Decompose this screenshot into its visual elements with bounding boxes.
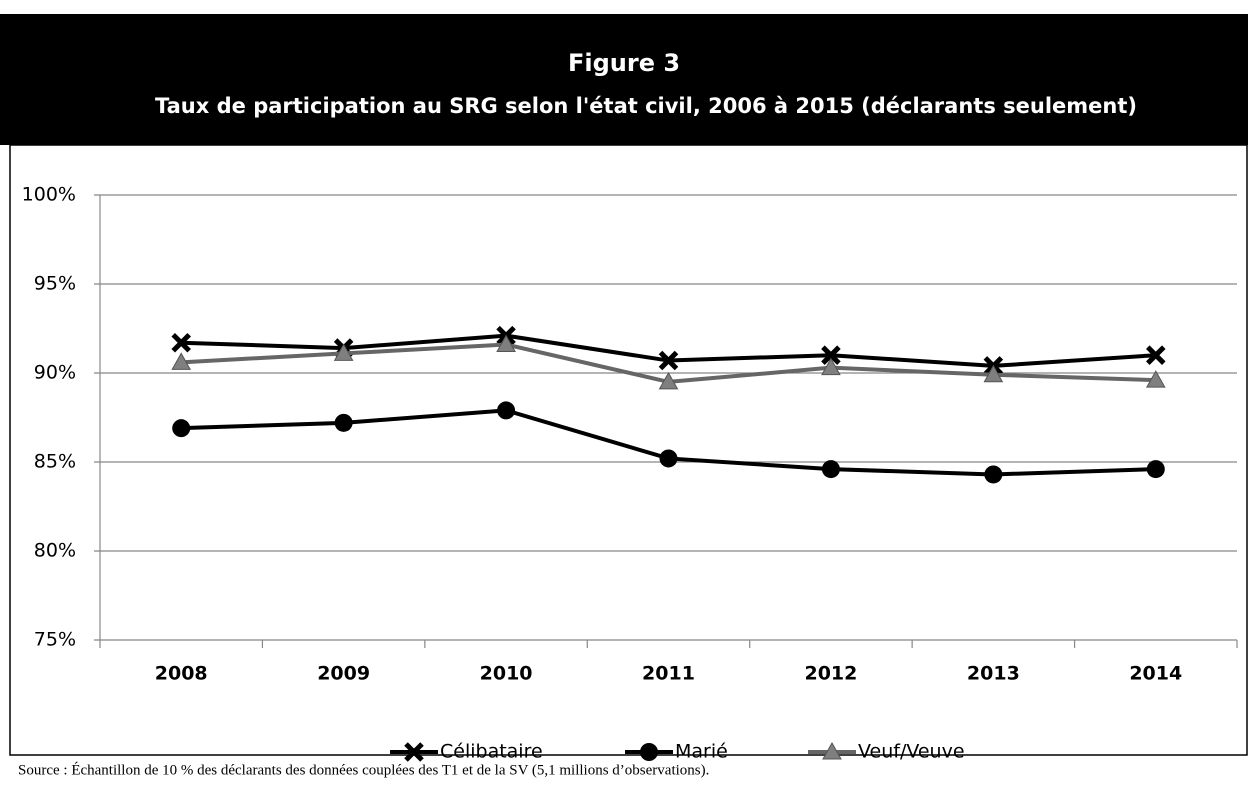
marker: [821, 460, 840, 479]
marker: [658, 371, 679, 390]
legend-label: Veuf/Veuve: [858, 741, 965, 763]
marker: [659, 449, 678, 468]
x-tick-label: 2013: [967, 663, 1020, 685]
marker: [496, 334, 516, 353]
y-tick-label: 100%: [22, 184, 76, 206]
marker: [1145, 370, 1166, 388]
marker: [172, 419, 191, 438]
legend-label: Marié: [675, 741, 728, 763]
y-tick-label: 90%: [34, 362, 76, 384]
x-tick-label: 2012: [804, 663, 857, 685]
x-tick-label: 2008: [155, 663, 208, 685]
legend-marker: [640, 743, 658, 761]
marker: [171, 352, 192, 370]
marker: [171, 332, 191, 353]
y-tick-label: 80%: [34, 540, 76, 562]
marker: [333, 343, 354, 361]
x-tick-label: 2014: [1129, 663, 1182, 685]
legend-label: Célibataire: [440, 741, 543, 763]
legend-marker: [822, 741, 842, 760]
legend-marker: [404, 742, 424, 762]
marker: [1146, 345, 1166, 365]
marker: [821, 345, 841, 365]
x-tick-label: 2010: [480, 663, 533, 685]
chart-frame: [9, 144, 1248, 756]
chart-title: Figure 3: [568, 49, 680, 77]
marker: [984, 465, 1003, 484]
x-tick-label: 2009: [317, 663, 370, 685]
x-tick-label: 2011: [642, 663, 695, 685]
chart-subtitle: Taux de participation au SRG selon l'éta…: [155, 94, 1137, 118]
marker: [334, 413, 353, 432]
marker: [497, 401, 516, 420]
marker: [1146, 460, 1165, 479]
marker: [821, 357, 841, 376]
marker: [983, 364, 1004, 383]
y-tick-label: 85%: [34, 451, 76, 473]
y-tick-label: 75%: [34, 629, 76, 651]
y-tick-label: 95%: [34, 273, 76, 295]
source-note: Source : Échantillon de 10 % des déclara…: [18, 761, 709, 778]
title-box: [0, 14, 1248, 145]
marker: [658, 350, 679, 371]
